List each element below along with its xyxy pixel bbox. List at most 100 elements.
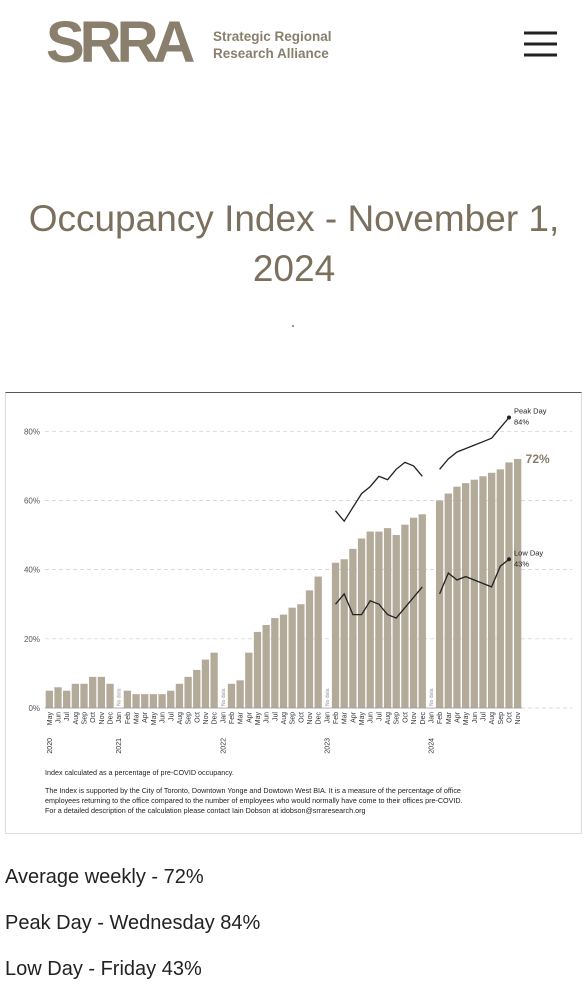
bar — [418, 514, 426, 708]
x-tick-label: Apr — [350, 711, 357, 723]
x-tick-label: Mar — [238, 711, 245, 724]
no-data-label: No data — [429, 688, 435, 706]
x-tick-label: Nov — [203, 712, 210, 725]
x-tick-label: Nov — [307, 712, 314, 725]
x-tick-label: Apr — [142, 711, 149, 723]
y-tick-label: 60% — [24, 496, 40, 505]
x-tick-label: Aug — [73, 712, 80, 725]
bar — [262, 624, 270, 708]
bar — [314, 576, 322, 708]
bar — [45, 690, 53, 708]
x-tick-label: Aug — [489, 712, 496, 725]
x-tick-label: Dec — [108, 712, 115, 725]
bar — [392, 535, 400, 708]
bar — [89, 676, 97, 708]
x-tick-label: May — [359, 712, 366, 726]
x-tick-label: Nov — [515, 712, 522, 725]
x-tick-label: Oct — [298, 712, 305, 723]
bar — [149, 694, 158, 708]
bar — [158, 694, 166, 708]
no-data-label: No data — [117, 688, 123, 706]
x-tick-label: Mar — [134, 711, 141, 724]
bar — [279, 614, 288, 708]
year-label: 2024 — [428, 738, 435, 754]
x-tick-label: Feb — [125, 712, 132, 724]
x-tick-label: May — [47, 712, 54, 726]
stat: Low Day - Friday 43% — [5, 958, 202, 980]
x-tick-label: May — [151, 712, 158, 726]
bar — [331, 562, 340, 708]
bar — [253, 631, 262, 708]
x-tick-label: Sep — [394, 712, 401, 725]
bar — [297, 604, 305, 708]
x-tick-label: Sep — [82, 712, 89, 725]
y-tick-label: 40% — [24, 566, 40, 575]
x-tick-label: Jul — [376, 712, 383, 721]
bar — [479, 476, 487, 708]
no-data-label: No data — [325, 688, 331, 706]
x-tick-label: Jul — [272, 712, 279, 721]
bar — [435, 500, 444, 708]
bar — [349, 548, 357, 708]
x-tick-label: Jun — [368, 712, 375, 723]
bar — [54, 687, 62, 708]
bar — [193, 669, 201, 708]
x-tick-label: Aug — [385, 712, 392, 725]
x-tick-label: Apr — [246, 711, 253, 723]
bar — [227, 683, 236, 708]
header: SRRA Strategic Regional Research Allianc… — [46, 10, 557, 72]
year-label: 2022 — [220, 738, 227, 754]
bar — [305, 590, 314, 708]
x-tick-label: Sep — [498, 712, 505, 725]
bar — [141, 694, 149, 708]
bar — [123, 690, 132, 708]
bar — [132, 694, 140, 708]
line — [335, 558, 510, 619]
value-label: 72% — [526, 452, 550, 466]
year-label: 2021 — [116, 738, 123, 754]
legend-label: Low Day — [514, 548, 543, 557]
bar — [167, 690, 175, 708]
x-tick-label: Jan — [324, 712, 331, 723]
bar — [444, 493, 452, 708]
x-tick-label: Sep — [186, 712, 193, 725]
x-tick-label: Jan — [428, 712, 435, 723]
menu-button[interactable] — [524, 31, 557, 57]
bar — [106, 683, 114, 708]
logo[interactable]: SRRA — [46, 10, 199, 72]
note: Index calculated as a percentage of pre-… — [45, 768, 234, 777]
x-tick-label: Feb — [229, 712, 236, 724]
x-tick-label: May — [463, 712, 470, 726]
x-tick-label: Apr — [454, 711, 461, 723]
x-tick-label: Sep — [290, 712, 297, 725]
bar — [366, 531, 374, 708]
year-label: 2023 — [324, 738, 331, 754]
x-tick-label: Jul — [168, 712, 175, 721]
value-label: 43% — [514, 559, 529, 568]
x-tick-label: Jun — [56, 712, 63, 723]
notes: Index calculated as a percentage of pre-… — [45, 768, 475, 824]
page-title: Occupancy Index - November 1, 2024 — [28, 198, 560, 289]
bar — [236, 680, 244, 708]
x-tick-label: Dec — [212, 712, 219, 725]
x-tick-label: Jul — [480, 712, 487, 721]
x-tick-label: Oct — [506, 712, 513, 723]
x-tick-label: Aug — [177, 712, 184, 725]
stat: Average weekly - 72% — [5, 866, 204, 888]
bar — [71, 683, 79, 708]
chart-frame — [5, 392, 582, 834]
bar — [97, 676, 106, 708]
x-tick-label: Aug — [281, 712, 288, 725]
x-tick-label: Nov — [99, 712, 106, 725]
y-tick-label: 20% — [24, 635, 40, 644]
bar — [63, 690, 71, 708]
bar — [514, 458, 522, 708]
x-tick-label: Oct — [402, 712, 409, 723]
y-tick-label: 0% — [28, 704, 40, 713]
divider-dot — [292, 325, 294, 327]
x-tick-label: Oct — [194, 712, 201, 723]
bar — [271, 618, 279, 708]
tagline: Research Alliance — [213, 46, 329, 61]
x-tick-label: Jun — [472, 712, 479, 723]
